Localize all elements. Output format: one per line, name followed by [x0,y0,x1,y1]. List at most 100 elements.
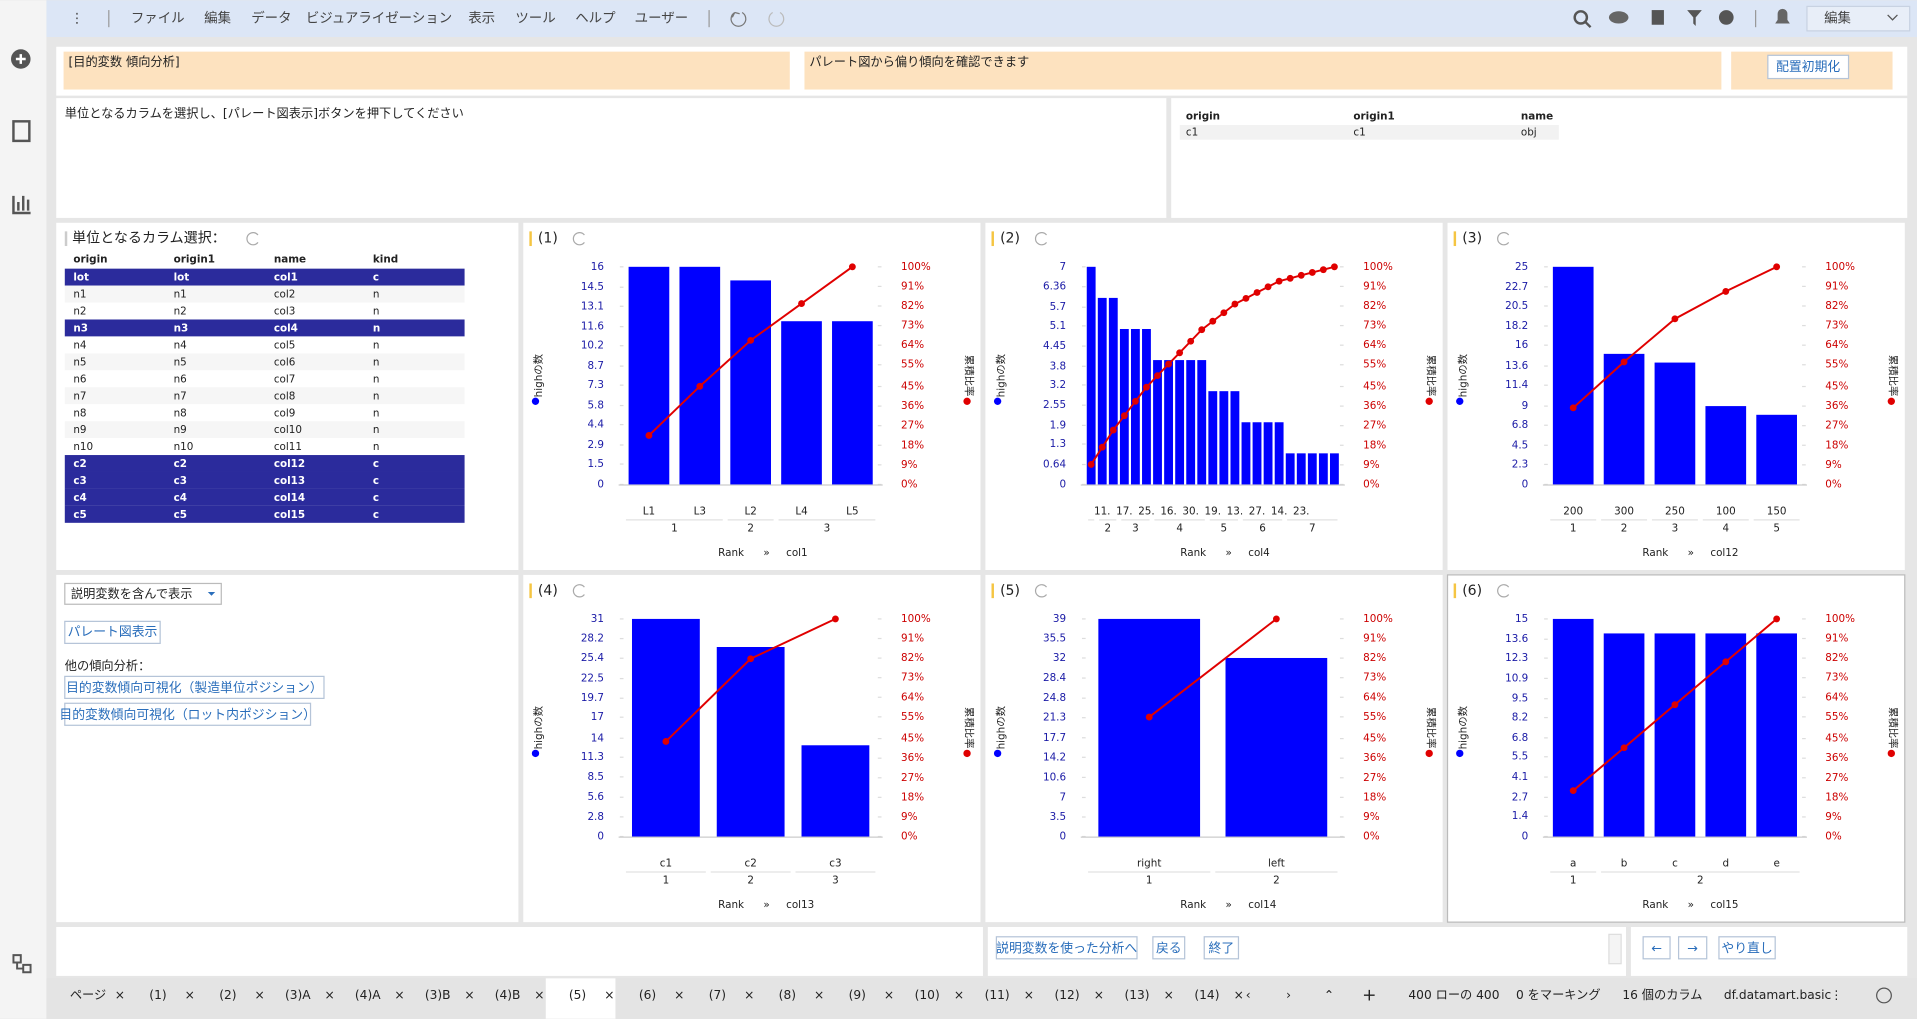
selected-row[interactable] [64,471,465,489]
mode-select[interactable] [1806,5,1911,32]
tab[interactable]: (3)A [285,988,311,1002]
menu-item[interactable]: 表示 [468,11,495,27]
tab[interactable]: (2) [219,988,236,1002]
footer-button[interactable] [1203,936,1240,960]
tab-close[interactable]: × [1094,988,1104,1002]
tab[interactable]: (13) [1124,988,1149,1002]
menu-item[interactable]: ユーザー [635,11,688,27]
tab[interactable]: (4)B [495,988,521,1002]
tab-close[interactable]: × [1234,988,1244,1002]
tab[interactable]: (14) [1194,988,1219,1002]
bookmark-icon[interactable] [1651,10,1664,25]
globe-icon[interactable] [1876,987,1892,1004]
link-button[interactable] [64,702,312,726]
tab[interactable]: (12) [1055,988,1080,1002]
tab-prev[interactable]: ‹ [1246,988,1251,1002]
notification-icon[interactable] [1775,8,1790,24]
undo-icon[interactable] [730,11,747,27]
menu-item[interactable]: データ [251,10,291,27]
flow-icon[interactable] [12,954,32,974]
status-menu[interactable]: ⋮ [1830,988,1842,1002]
selected-row[interactable] [64,455,465,472]
tab-close[interactable]: × [185,988,195,1002]
selected-row[interactable] [64,505,465,523]
nav-button[interactable] [1718,936,1776,960]
menu-item[interactable]: ヘルプ [575,11,616,27]
filter-icon[interactable] [1687,10,1702,26]
redo-icon[interactable] [768,11,785,27]
tab[interactable]: (6) [639,988,656,1002]
menu-item[interactable]: ファイル [131,12,185,27]
footer-button[interactable] [995,936,1138,960]
tab[interactable]: (10) [915,988,940,1002]
tab-close[interactable]: × [1164,988,1174,1002]
menu-item[interactable]: ビジュアライゼーション [306,11,452,27]
tab-close[interactable]: × [394,988,404,1002]
tab-close[interactable]: × [954,988,964,1002]
tab-close[interactable]: × [324,988,334,1002]
menu-item[interactable]: ツール [515,12,555,27]
tab[interactable]: ページ [70,988,106,1002]
tab[interactable]: (7) [709,988,726,1002]
table-row[interactable] [64,302,465,320]
tab-close[interactable]: × [814,988,824,1002]
refresh-icon[interactable] [572,584,585,598]
tab-close[interactable]: × [255,988,265,1002]
menu-item[interactable]: 編集 [204,11,231,27]
selected-row[interactable] [64,268,465,286]
table-row[interactable] [64,285,465,303]
comment-icon[interactable] [1608,11,1629,24]
refresh-icon[interactable] [246,231,259,246]
tab-next[interactable]: › [1286,988,1291,1002]
reset-button[interactable] [1767,54,1850,80]
tab-close[interactable]: × [464,988,474,1002]
tab-close[interactable]: × [674,988,684,1002]
table-row[interactable] [64,387,465,405]
tab-add[interactable]: + [1362,985,1376,1005]
display-select[interactable] [64,582,222,605]
refresh-icon[interactable] [1497,584,1510,598]
tab-close[interactable]: × [604,988,614,1002]
tab-close[interactable]: × [1024,988,1034,1002]
tab-close[interactable]: × [884,988,894,1002]
group-label: 4 [1722,522,1729,534]
settings-icon[interactable] [1718,10,1734,25]
table-row[interactable] [64,404,465,422]
nav-button[interactable] [1677,936,1708,960]
x-tick-label: L1 [643,505,655,517]
tab-collapse[interactable]: ⌃ [1324,988,1334,1002]
bar [1153,360,1162,485]
refresh-icon[interactable] [572,231,585,246]
tab[interactable]: (5) [569,988,586,1002]
table-row[interactable] [64,336,465,354]
refresh-icon[interactable] [1497,231,1510,246]
tab[interactable]: (11) [985,988,1010,1002]
tab[interactable]: (9) [849,988,866,1002]
table-row[interactable] [64,438,465,456]
nav-button[interactable] [1642,936,1671,960]
refresh-icon[interactable] [1034,231,1048,246]
tab-close[interactable]: × [534,988,544,1002]
table-row[interactable] [64,370,465,388]
selected-row[interactable] [64,488,465,506]
refresh-icon[interactable] [1034,584,1048,598]
tab-close[interactable]: × [115,988,125,1002]
link-button[interactable] [64,675,325,699]
chart-icon[interactable] [12,195,31,215]
y-tick-label: 0 [1522,478,1529,490]
tab[interactable]: (1) [149,988,166,1002]
tab[interactable]: (3)B [425,988,451,1002]
menu-dots[interactable]: ⋮ [70,12,83,27]
pareto-button[interactable] [64,620,161,644]
tab[interactable]: (8) [779,988,796,1002]
tab[interactable]: (4)A [355,988,381,1002]
search-icon[interactable] [1573,10,1589,25]
table-row[interactable] [64,421,465,439]
scroll-handle[interactable] [1608,933,1622,965]
tab-close[interactable]: × [744,988,754,1002]
table-row[interactable] [64,353,465,371]
bar [1108,297,1118,485]
data-icon[interactable] [12,120,31,143]
footer-button[interactable] [1152,936,1186,960]
selected-row[interactable] [64,319,465,337]
